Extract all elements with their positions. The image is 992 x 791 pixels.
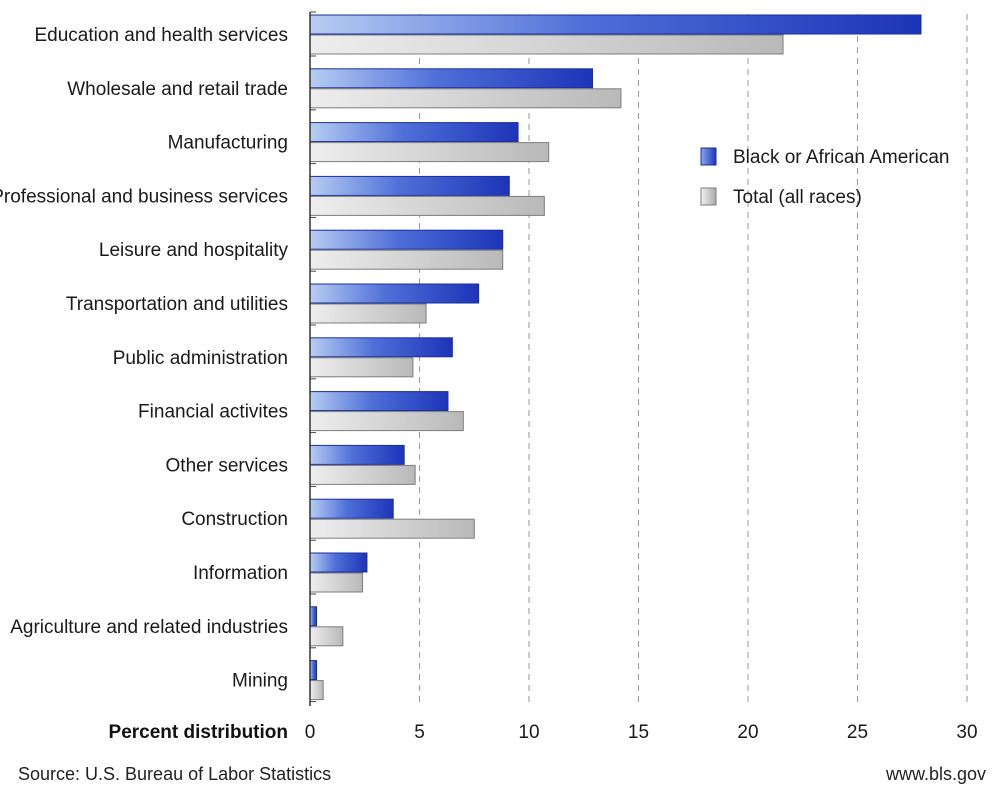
bar-black-or-african-american	[309, 606, 318, 627]
x-tick-label: 10	[518, 722, 539, 743]
bar-black-or-african-american	[309, 444, 405, 465]
bar-total-all-races	[309, 680, 324, 701]
bar-total-all-races	[309, 195, 545, 216]
x-tick-label: 0	[305, 722, 316, 743]
category-labels: Education and health services Wholesale a…	[0, 25, 288, 692]
bar-black-or-african-american	[309, 175, 510, 196]
bar-total-all-races	[309, 357, 414, 378]
category-label: Professional and business services	[0, 186, 288, 207]
bar-black-or-african-american	[309, 498, 394, 519]
legend: Black or African American Total (all race…	[700, 147, 949, 208]
bar-black-or-african-american	[309, 68, 594, 89]
grid-lines	[419, 14, 968, 706]
bar-black-or-african-american	[309, 283, 480, 304]
legend-swatch	[700, 187, 717, 206]
bar-total-all-races	[309, 518, 475, 539]
bar-total-all-races	[309, 411, 464, 432]
category-label: Other services	[166, 455, 288, 476]
x-tick-label: 30	[956, 722, 977, 743]
legend-label: Black or African American	[733, 147, 949, 168]
bar-total-all-races	[309, 88, 622, 109]
source-note: Source: U.S. Bureau of Labor Statistics	[18, 764, 332, 784]
category-label: Construction	[181, 509, 288, 530]
category-label: Mining	[232, 671, 288, 692]
category-label: Financial activites	[138, 402, 288, 423]
bar-black-or-african-american	[309, 337, 453, 358]
bar-total-all-races	[309, 142, 550, 163]
category-label: Education and health services	[35, 25, 289, 46]
x-tick-label: 20	[737, 722, 758, 743]
bar-black-or-african-american	[309, 122, 519, 143]
bar-total-all-races	[309, 464, 416, 485]
legend-swatch	[700, 147, 717, 166]
bar-black-or-african-american	[309, 229, 504, 250]
category-label: Information	[193, 563, 288, 584]
bar-total-all-races	[309, 626, 344, 647]
bar-total-all-races	[309, 303, 427, 324]
bar-black-or-african-american	[309, 552, 368, 573]
bars	[309, 14, 922, 701]
bar-total-all-races	[309, 34, 784, 55]
x-axis-title: Percent distribution	[109, 722, 288, 743]
category-label: Wholesale and retail trade	[67, 79, 288, 100]
x-tick-label: 5	[414, 722, 425, 743]
bar-black-or-african-american	[309, 391, 449, 412]
site-credit: www.bls.gov	[885, 764, 986, 784]
axes: 0 5 10 15 20 25 30 Percent distribution	[109, 11, 978, 743]
bar-total-all-races	[309, 249, 504, 270]
x-tick-label: 25	[847, 722, 868, 743]
legend-label: Total (all races)	[733, 187, 862, 208]
bar-black-or-african-american	[309, 14, 922, 35]
x-tick-label: 15	[628, 722, 649, 743]
category-label: Transportation and utilities	[66, 294, 288, 315]
bar-total-all-races	[309, 572, 364, 593]
category-label: Leisure and hospitality	[99, 240, 289, 261]
category-label: Public administration	[113, 348, 288, 369]
category-label: Manufacturing	[168, 133, 288, 154]
category-label: Agriculture and related industries	[10, 617, 288, 638]
bar-black-or-african-american	[309, 660, 318, 681]
